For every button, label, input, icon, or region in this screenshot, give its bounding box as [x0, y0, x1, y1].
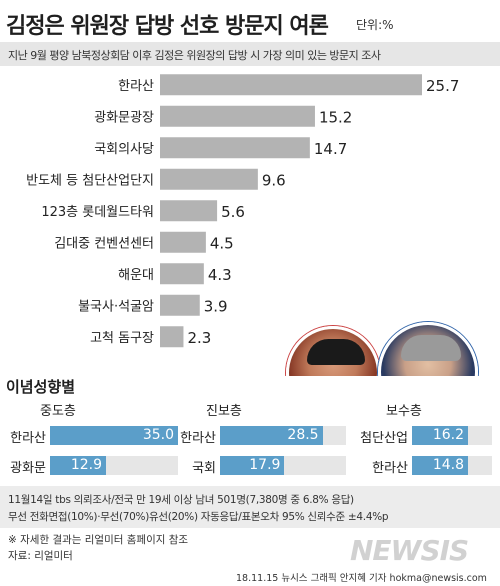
category-label: 불국사·석굴암 [78, 299, 154, 314]
category-label: 고척 돔구장 [90, 331, 154, 346]
category-label: 123층 롯데월드타워 [41, 205, 154, 220]
ideology-bar [50, 456, 106, 475]
ideology-item-label: 광화문 [10, 461, 46, 476]
ideology-item-label: 첨단산업 [360, 431, 408, 446]
value-label: 14.7 [314, 140, 347, 158]
notes-section: 11월14일 tbs 의뢰조사/전국 만 19세 이상 남녀 501명(7,38… [0, 486, 500, 566]
ideology-group-title: 보수층 [386, 404, 422, 419]
category-label: 해운대 [118, 268, 154, 283]
value-label: 4.3 [208, 266, 232, 284]
bar [160, 137, 310, 159]
newsis-watermark: NEWSIS [350, 534, 469, 567]
chart-title: 김정은 위원장 답방 선호 방문지 여론 [6, 14, 329, 39]
ideology-item-label: 한라산 [180, 431, 216, 446]
value-label: 3.9 [204, 297, 228, 315]
ideology-bar [50, 426, 178, 445]
ideology-bar [220, 426, 323, 445]
chart-subtitle: 지난 9월 평양 남북정상회담 이후 김정은 위원장의 답방 시 가장 의미 있… [8, 49, 381, 62]
ideology-item-label: 한라산 [372, 461, 408, 476]
value-label: 9.6 [262, 171, 286, 189]
survey-line-1: 11월14일 tbs 의뢰조사/전국 만 19세 이상 남녀 501명(7,38… [8, 494, 354, 506]
bar [160, 294, 200, 316]
bar [160, 326, 184, 348]
value-label: 4.5 [210, 234, 234, 252]
ideology-title: 이념성향별 [6, 378, 76, 396]
ideology-value: 16.2 [432, 427, 464, 443]
bar [160, 231, 206, 253]
value-label: 2.3 [187, 329, 211, 347]
category-label: 국회의사당 [94, 142, 154, 157]
value-label: 5.6 [221, 203, 245, 221]
value-label: 15.2 [319, 108, 352, 126]
ideology-value: 17.9 [249, 457, 281, 473]
category-label: 김대중 컨벤션센터 [54, 236, 154, 251]
survey-info-box: 11월14일 tbs 의뢰조사/전국 만 19세 이상 남녀 501명(7,38… [0, 486, 500, 528]
ideology-value: 14.8 [432, 457, 464, 473]
bar-chart-svg: 한라산 25.7 광화문광장 15.2 국회의사당 14.7 반도체 등 첨단산업단지 9.6… [26, 74, 459, 348]
credit-line: 18.11.15 뉴시스 그래픽 안지혜 기자 hokma@newsis.com [236, 573, 487, 584]
value-label: 25.7 [426, 77, 459, 95]
main-bar-chart: 한라산 25.7 광화문광장 15.2 국회의사당 14.7 반도체 등 첨단산업단지 9.6… [0, 66, 500, 422]
ideology-group-title: 중도층 [40, 404, 76, 419]
bar [160, 105, 315, 127]
ideology-group-title: 진보층 [206, 404, 242, 419]
ideology-bar [220, 456, 285, 475]
ideology-value: 12.9 [70, 457, 102, 473]
header: 김정은 위원장 답방 선호 방문지 여론 단위:% 지난 9월 평양 남북정상회… [0, 0, 500, 66]
category-label: 한라산 [118, 79, 154, 94]
ideology-item-label: 국회 [192, 461, 216, 476]
ideology-bar [412, 456, 468, 475]
subtitle-band: 지난 9월 평양 남북정상회담 이후 김정은 위원장의 답방 시 가장 의미 있… [0, 42, 500, 66]
category-label: 광화문광장 [94, 110, 154, 125]
ideology-value: 35.0 [142, 427, 174, 443]
ideology-bar [412, 426, 468, 445]
ideology-item-label: 한라산 [10, 431, 46, 446]
survey-line-2: 무선 전화면접(10%)·무선(70%)유선(20%) 자동응답/표본오차 95… [8, 511, 389, 523]
bar [160, 263, 204, 285]
ideology-value: 28.5 [287, 427, 319, 443]
category-label: 반도체 등 첨단산업단지 [26, 173, 154, 188]
unit-label: 단위:% [356, 18, 394, 32]
reference-note: ※ 자세한 결과는 리얼미터 홈페이지 참조 [8, 534, 189, 546]
bar [160, 168, 258, 190]
source-note: 자료: 리얼미터 [8, 550, 73, 562]
bar [160, 200, 218, 222]
bar [160, 74, 422, 96]
